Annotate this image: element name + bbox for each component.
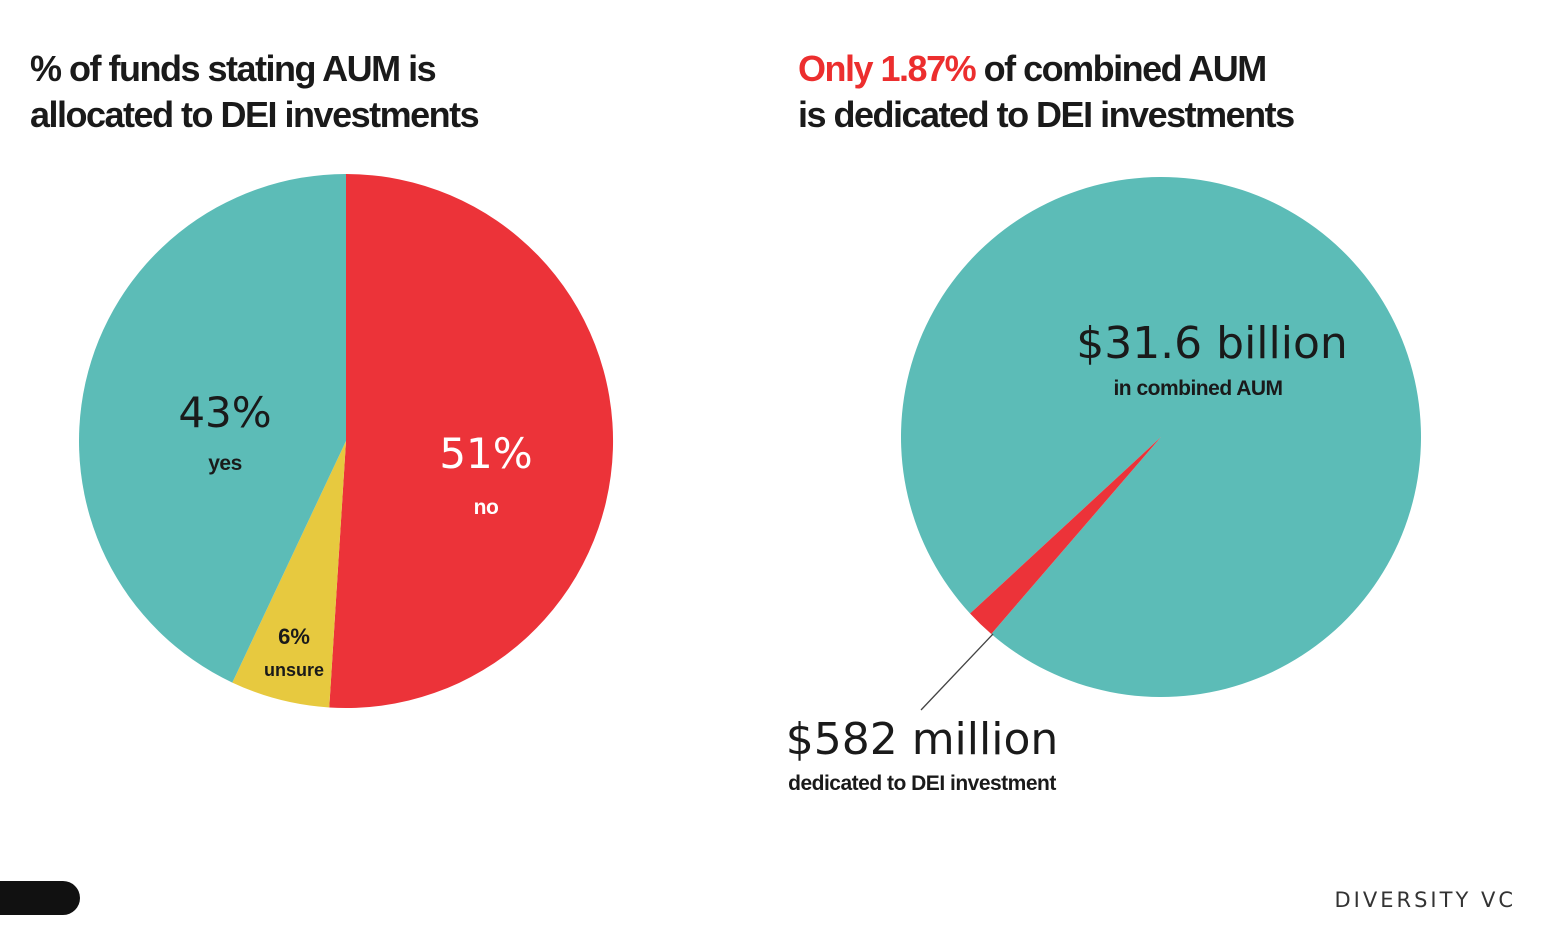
dei-leader-line (920, 633, 994, 711)
pie-slice-combined-aum (900, 176, 1421, 697)
right-title-line-1: Only 1.87% of combined AUM (798, 46, 1498, 92)
right-pie: $31.6 billion in combined AUM $582 milli… (786, 176, 1421, 795)
slice-value-unsure: 6% (278, 624, 310, 649)
left-chart-title: % of funds stating AUM is allocated to D… (30, 46, 650, 138)
pie-slice-unsure (232, 441, 346, 708)
slice-value-no: 51% (439, 429, 532, 478)
right-chart-title: Only 1.87% of combined AUM is dedicated … (798, 46, 1498, 138)
pie-slice-dei (970, 437, 1161, 634)
title-rest: of combined AUM (975, 48, 1268, 89)
diversity-vc-logo: DIVERSITY VC (1334, 888, 1516, 912)
slice-label-dei: dedicated to DEI investment (788, 772, 1056, 795)
pie-slice-yes (79, 174, 347, 683)
slice-label-unsure: unsure (264, 660, 324, 680)
left-title-line-2: allocated to DEI investments (30, 94, 480, 135)
slice-label-combined-aum: in combined AUM (1113, 377, 1282, 400)
left-title-line-1: % of funds stating AUM is (30, 48, 437, 89)
slice-label-no: no (474, 496, 499, 519)
slice-value-combined-aum: $31.6 billion (1076, 318, 1348, 369)
slice-label-yes: yes (208, 452, 242, 475)
left-pie: 51% no 43% yes 6% unsure (79, 174, 614, 708)
right-title-line-2: is dedicated to DEI investments (798, 94, 1295, 135)
slice-value-yes: 43% (178, 388, 271, 437)
slice-value-dei: $582 million (786, 714, 1059, 765)
black-pill-decoration (0, 881, 80, 915)
title-highlight: Only 1.87% (798, 48, 977, 89)
pie-slice-no (329, 174, 614, 708)
